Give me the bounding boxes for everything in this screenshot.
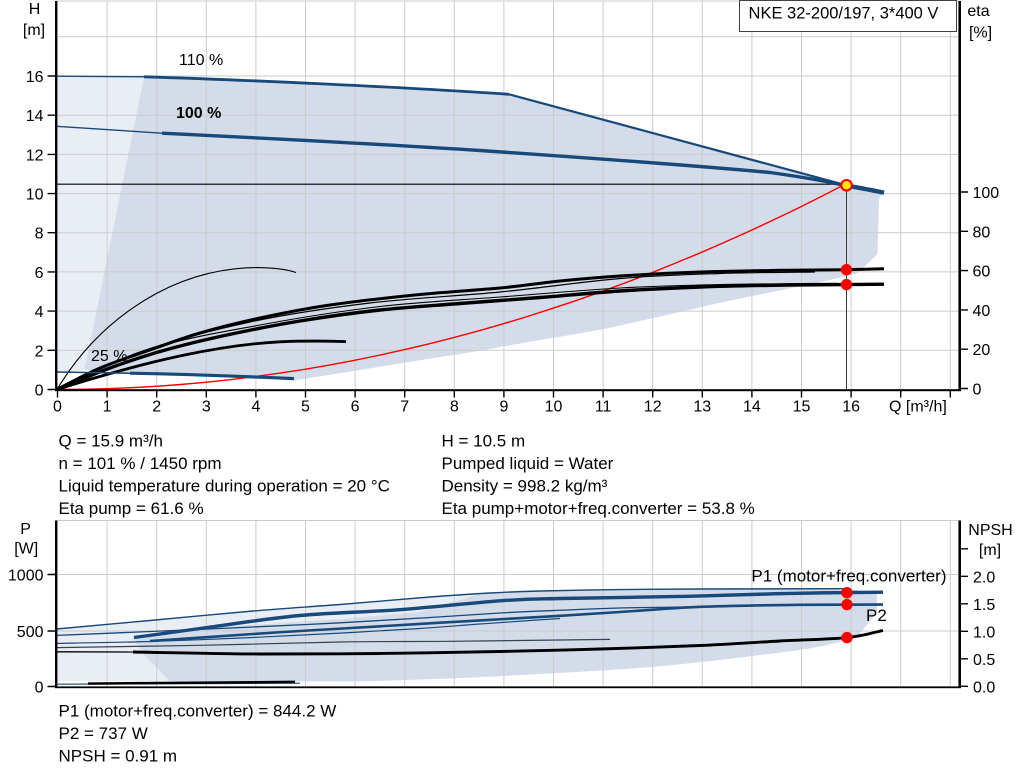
svg-text:H: H — [29, 1, 41, 18]
svg-text:P2 = 737 W: P2 = 737 W — [59, 724, 148, 743]
svg-text:P: P — [20, 521, 31, 538]
svg-text:2.0: 2.0 — [973, 569, 995, 586]
svg-text:9: 9 — [499, 399, 508, 416]
svg-text:12: 12 — [26, 147, 44, 164]
svg-text:60: 60 — [973, 264, 991, 281]
svg-text:P1 (motor+freq.converter): P1 (motor+freq.converter) — [751, 567, 946, 586]
svg-text:10: 10 — [545, 399, 563, 416]
svg-text:40: 40 — [973, 303, 991, 320]
svg-text:10: 10 — [26, 187, 44, 204]
svg-text:4: 4 — [35, 304, 44, 321]
svg-text:Eta pump+motor+freq.converter: Eta pump+motor+freq.converter = 53.8 % — [442, 499, 755, 518]
svg-text:2: 2 — [152, 399, 161, 416]
svg-text:15: 15 — [793, 399, 811, 416]
svg-text:14: 14 — [743, 399, 761, 416]
svg-text:3: 3 — [202, 399, 211, 416]
svg-text:80: 80 — [973, 224, 991, 241]
svg-text:H = 10.5 m: H = 10.5 m — [442, 432, 526, 451]
svg-text:Liquid temperature during oper: Liquid temperature during operation = 20… — [59, 477, 390, 496]
svg-text:14: 14 — [26, 108, 44, 125]
svg-text:[m]: [m] — [979, 542, 1001, 559]
svg-text:7: 7 — [400, 399, 409, 416]
svg-text:110 %: 110 % — [179, 52, 223, 69]
svg-text:0: 0 — [973, 382, 982, 399]
svg-text:[m]: [m] — [23, 22, 45, 39]
svg-text:NKE 32-200/197, 3*400 V: NKE 32-200/197, 3*400 V — [749, 5, 939, 23]
svg-text:1000: 1000 — [8, 568, 44, 585]
svg-text:1.0: 1.0 — [973, 624, 995, 641]
svg-text:100: 100 — [973, 185, 1000, 202]
svg-text:25 %: 25 % — [91, 348, 127, 365]
svg-text:13: 13 — [693, 399, 711, 416]
svg-text:2: 2 — [35, 343, 44, 360]
svg-text:1.5: 1.5 — [973, 597, 995, 614]
svg-text:20: 20 — [973, 342, 991, 359]
svg-text:[W]: [W] — [14, 541, 38, 558]
svg-text:NPSH = 0.91 m: NPSH = 0.91 m — [59, 747, 178, 766]
svg-text:0: 0 — [53, 399, 62, 416]
svg-text:11: 11 — [595, 399, 612, 416]
svg-text:0.5: 0.5 — [973, 652, 995, 669]
svg-text:eta: eta — [967, 3, 989, 20]
svg-text:P2: P2 — [866, 606, 887, 625]
svg-text:6: 6 — [351, 399, 360, 416]
svg-text:Q [m³/h]: Q [m³/h] — [889, 399, 947, 416]
svg-text:6: 6 — [35, 265, 44, 282]
svg-text:1: 1 — [103, 399, 112, 416]
svg-text:Pumped liquid = Water: Pumped liquid = Water — [442, 454, 614, 473]
svg-text:Eta pump = 61.6 %: Eta pump = 61.6 % — [59, 499, 204, 518]
svg-text:0: 0 — [35, 680, 44, 697]
svg-text:[%]: [%] — [969, 25, 992, 42]
svg-text:16: 16 — [26, 69, 44, 86]
svg-text:500: 500 — [17, 624, 44, 641]
svg-text:5: 5 — [301, 399, 310, 416]
svg-text:100 %: 100 % — [176, 105, 221, 122]
svg-text:P1 (motor+freq.converter) = 84: P1 (motor+freq.converter) = 844.2 W — [59, 702, 337, 721]
svg-text:4: 4 — [251, 399, 260, 416]
svg-text:Density = 998.2 kg/m³: Density = 998.2 kg/m³ — [442, 477, 608, 496]
svg-text:Q = 15.9 m³/h: Q = 15.9 m³/h — [59, 432, 163, 451]
svg-text:12: 12 — [644, 399, 662, 416]
svg-text:0: 0 — [35, 383, 44, 400]
svg-text:8: 8 — [450, 399, 459, 416]
svg-text:16: 16 — [842, 399, 860, 416]
svg-text:n = 101 % / 1450 rpm: n = 101 % / 1450 rpm — [59, 454, 222, 473]
svg-text:0.0: 0.0 — [973, 679, 995, 696]
svg-text:8: 8 — [35, 226, 44, 243]
svg-text:NPSH: NPSH — [968, 522, 1012, 539]
